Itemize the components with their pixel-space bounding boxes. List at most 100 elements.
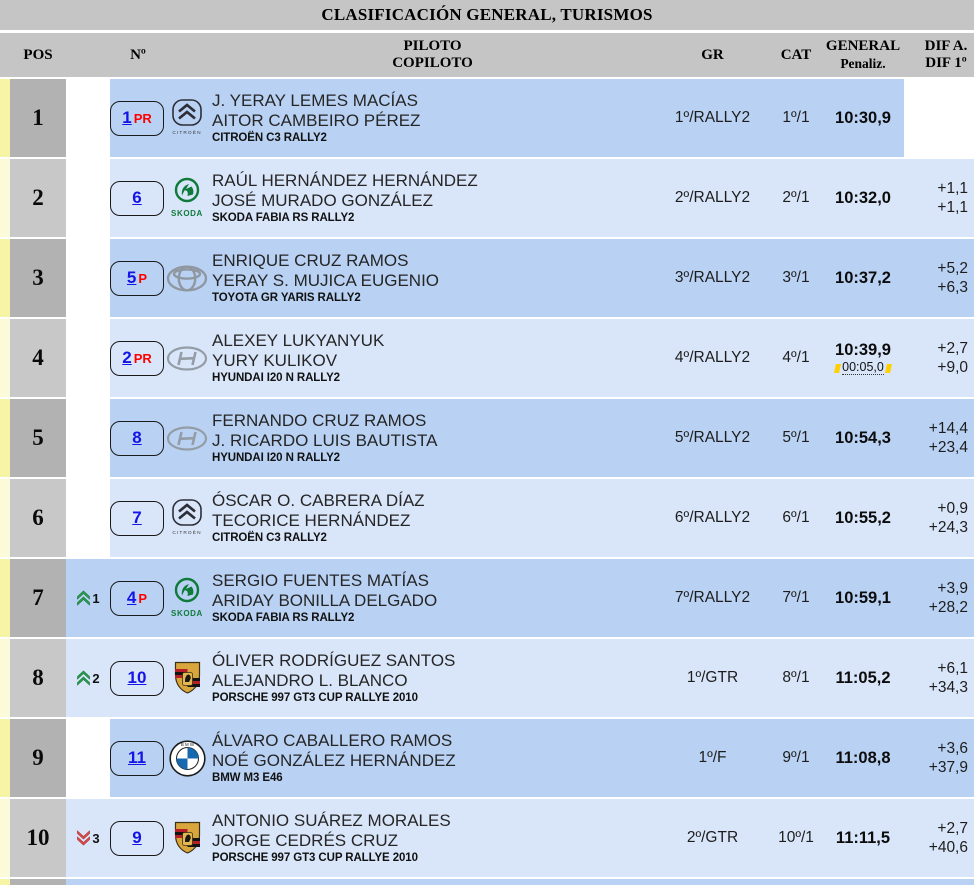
total-time: 10:55,2 [835,508,891,527]
category-ranking: 2º/1 [770,159,822,237]
skoda-logo: SKODA [171,577,202,618]
bmw-logo: B M W [168,739,206,777]
table-row: 8 2 10 ÓLIVE [0,637,974,717]
crew-cell: ÓLIVER RODRÍGUEZ SANTOS ALEJANDRO L. BLA… [210,639,655,717]
penalty-indicator: 00:05,0 [834,361,892,375]
car-number-link[interactable]: 5 [126,268,137,287]
codriver-name: AITOR CAMBEIRO PÉREZ [212,110,421,130]
crew-cell: J. YERAY LEMES MACÍAS AITOR CAMBEIRO PÉR… [210,79,655,157]
group-ranking: 5º/RALLY2 [655,399,770,477]
total-time: 10:59,1 [835,588,891,607]
driver-name: ENRIQUE CRUZ RAMOS [212,250,409,270]
driver-name: ÓSCAR O. CABRERA DÍAZ [212,490,425,510]
car-model: TOYOTA GR YARIS RALLY2 [212,291,361,304]
car-number-plate: 6 [110,180,164,216]
position-value: 2 [10,159,66,237]
chevron-up-icon [77,670,91,686]
diff-cell: +14,4 +23,4 [904,399,974,477]
codriver-name: YERAY S. MUJICA EUGENIO [212,270,440,290]
car-number-cell: 4 P [110,559,164,637]
diff-to-leader: +24,3 [928,519,968,536]
column-header-num: Nº [130,46,146,63]
codriver-name: TECORICE HERNÁNDEZ [212,510,411,530]
porsche-logo [174,661,200,694]
general-time-cell: 10:39,9 00:05,0 [822,319,904,397]
chevron-up-icon [77,590,91,606]
table-row: 7 1 4 P SKODA SERGIO FUENTES MATÍAS ARID… [0,557,974,637]
diff-to-leader: +34,3 [928,679,968,696]
position-change-count: 3 [92,830,100,846]
car-number-cell: 5 P [110,239,164,317]
table-row: 6 7 CITROËN ÓSCAR O. CABRERA DÍAZ [0,477,974,557]
car-number-cell: 2 PR [110,319,164,397]
driver-name: SERGIO FUENTES MATÍAS [212,570,429,590]
car-number-link[interactable]: 10 [127,668,147,687]
group-ranking: 2º/RALLY2 [655,159,770,237]
group-ranking: 6º/RALLY2 [655,479,770,557]
car-number-link[interactable]: 4 [126,588,137,607]
column-header-pos: POS [23,46,53,63]
car-number-plate: 1 PR [110,100,164,136]
diff-to-previous: +2,7 [937,339,968,357]
car-number-link[interactable]: 9 [132,828,142,847]
diff-to-previous: +6,1 [937,659,968,677]
car-number-link[interactable]: 7 [132,508,142,527]
results-table-body: 1 1 PR CITROËN J. YERAY LEMES MACÍAS [0,77,974,877]
priority-badge: PR [133,350,152,366]
car-number-plate: 4 P [110,580,164,616]
general-time-cell: 11:08,8 [822,719,904,797]
codriver-name: JORGE CEDRÉS CRUZ [212,830,399,850]
car-number-link[interactable]: 2 [122,348,132,367]
category-ranking: 9º/1 [770,719,822,797]
priority-badge: P [138,590,148,606]
car-number-link[interactable]: 11 [128,748,146,767]
car-model: PORSCHE 997 GT3 CUP RALLYE 2010 [212,691,418,704]
toyota-logo-cell [164,239,210,317]
group-ranking: 1º/GTR [655,639,770,717]
table-row: 5 8 FERNANDO CRUZ RAMOS J. RICARDO LUIS … [0,397,974,477]
hyundai-logo-cell [164,399,210,477]
citroen-logo: CITROËN [172,99,202,136]
group-ranking: 3º/RALLY2 [655,239,770,317]
crew-cell: SERGIO FUENTES MATÍAS ARIDAY BONILLA DEL… [210,559,655,637]
category-ranking: 1º/1 [770,79,822,157]
driver-name: ÁLVARO CABALLERO RAMOS [212,730,453,750]
general-time-cell: 10:59,1 [822,559,904,637]
car-number-cell: 10 [110,639,164,717]
car-number-link[interactable]: 8 [132,428,142,447]
total-time: 11:05,2 [835,668,891,687]
position-change-count: 1 [92,590,100,606]
hyundai-logo [166,425,208,451]
driver-name: J. YERAY LEMES MACÍAS [212,90,418,110]
position-value: 1 [10,79,66,157]
divider [0,30,974,33]
total-time: 10:37,2 [835,268,891,287]
crew-cell: ÁLVARO CABALLERO RAMOS NOÉ GONZÁLEZ HERN… [210,719,655,797]
group-ranking: 1º/RALLY2 [655,79,770,157]
car-number-link[interactable]: 1 [122,108,132,127]
category-ranking: 7º/1 [770,559,822,637]
priority-badge: P [138,270,148,286]
diff-to-previous: +0,9 [937,499,968,517]
svg-text:B M W: B M W [180,742,194,747]
car-number-plate: 7 [110,500,164,536]
diff-to-previous: +14,4 [928,419,968,437]
diff-cell: +3,6 +37,9 [904,719,974,797]
group-ranking: 7º/RALLY2 [655,559,770,637]
row-accent-strip [0,399,10,477]
position-value: 8 [10,639,66,717]
car-number-link[interactable]: 6 [132,188,142,207]
diff-to-leader: +28,2 [928,599,968,616]
diff-to-leader: +37,9 [928,759,968,776]
row-accent-strip [0,319,10,397]
car-number-cell: 7 [110,479,164,557]
crew-cell: ENRIQUE CRUZ RAMOS YERAY S. MUJICA EUGEN… [210,239,655,317]
column-header-dif: DIF A. DIF 1º [924,38,968,71]
car-number-plate: 8 [110,420,164,456]
row-accent-strip [0,639,10,717]
row-accent-strip [0,79,10,157]
position-change-indicator: 3 [66,799,110,877]
car-number-cell: 9 [110,799,164,877]
svg-text:SKODA: SKODA [171,209,203,218]
porsche-logo-cell [164,799,210,877]
